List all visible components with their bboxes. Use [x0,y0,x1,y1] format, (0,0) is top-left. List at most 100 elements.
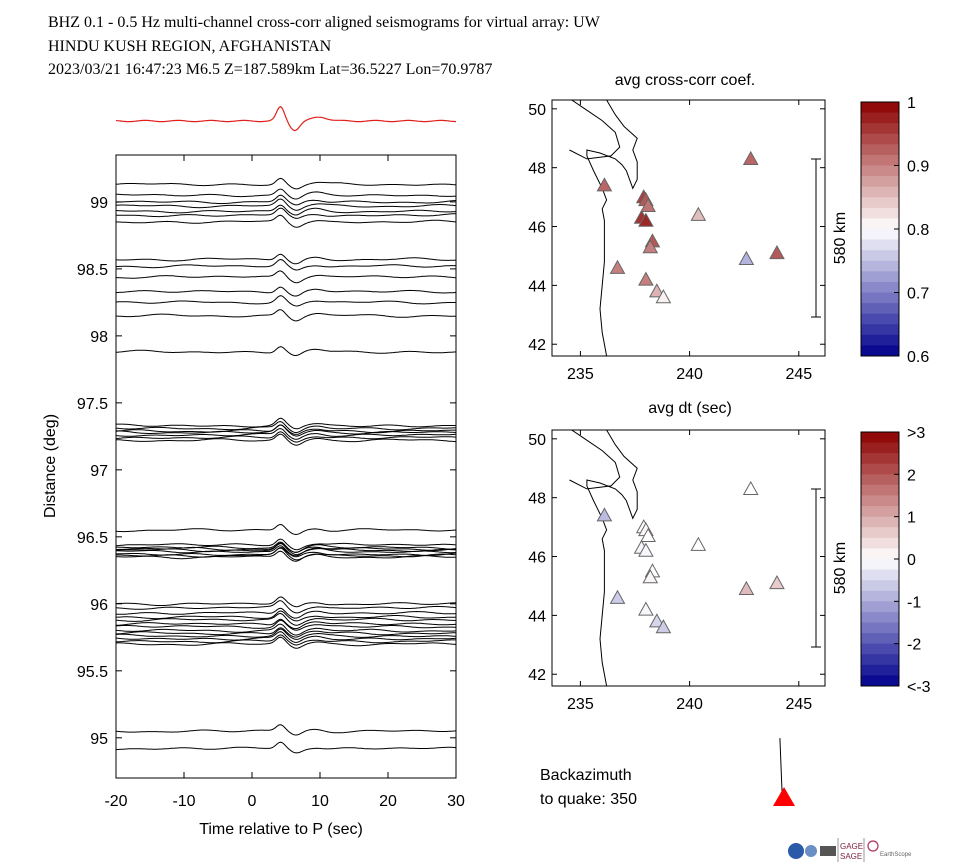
colorbar-tick-label: <-3 [907,679,931,696]
seismogram-trace [115,610,456,622]
colorbar-segment [861,537,899,549]
coastline [586,430,638,686]
record-section-frame [115,154,457,779]
colorbar-segment [861,601,899,613]
station-triangle [609,589,626,604]
map-y-tick-label: 50 [528,432,546,449]
seismogram-trace [115,433,457,446]
coastline [586,100,638,356]
colorbar-segment [861,197,899,209]
colorbar-segment [861,144,899,156]
colorbar-segment [861,281,899,293]
seismogram-trace [115,628,456,640]
y-tick-label: 95.5 [77,664,108,681]
seismogram-trace [115,631,457,643]
island-coastline [569,100,621,160]
station-triangle [640,197,656,213]
seismogram-trace [116,547,457,561]
colorbar-tick-label: 0.9 [907,159,929,176]
colorbar-tick-label: 1 [907,95,916,112]
seismogram-trace [115,188,457,200]
seismogram-trace [115,600,457,614]
colorbar-segment [861,303,899,315]
colorbar-segment [861,580,899,592]
record-section-x-ticks: -20 -10 0 10 20 30 [104,155,465,810]
island-coastline [569,430,621,490]
colorbar-segment [861,313,899,325]
colorbar-segment [861,432,899,444]
colorbar-segment [861,643,899,655]
colorbar-tick-label: -1 [907,594,921,611]
colorbar-segment [861,324,899,336]
seismogram-trace [115,421,457,434]
seismogram-trace [115,295,456,307]
colorbar-segment [861,495,899,507]
x-tick-label: 0 [248,793,257,810]
seismogram-trace [116,207,457,219]
y-tick-label: 99 [90,195,108,212]
record-section-y-label: Distance (deg) [42,414,59,518]
seismogram-trace [115,424,457,437]
map-y-tick-label: 48 [528,161,546,178]
station-triangle [596,507,613,522]
seismogram-trace [115,428,457,440]
colorbar-segment [861,102,899,114]
colorbar-tick-label: 1 [907,510,916,527]
seismogram-trace [115,741,457,754]
backazimuth-value: to quake: 350 [540,791,637,808]
map-frame [551,99,826,357]
seismogram-trace [115,627,456,638]
station-triangle [642,239,659,254]
station-triangle [742,150,759,165]
earthscope-logo-icon [867,840,879,852]
seismogram-trace [116,607,457,619]
earthscope-logo-text: EarthScope [880,852,912,858]
station-triangle [690,536,707,551]
backazimuth-label: Backazimuth [540,767,632,784]
map-y-tick-label: 46 [528,550,546,567]
map-x-tick-label: 235 [567,696,594,713]
colorbar-segment [861,218,899,230]
map-y-tick-label: 42 [528,667,546,684]
header-line-3: 2023/03/21 16:47:23 M6.5 Z=187.589km Lat… [48,61,492,78]
seismogram-trace [116,194,457,206]
map-x-tick-label: 235 [567,366,594,383]
seismogram-trace [115,550,457,562]
station-triangle [738,250,755,265]
delay-time-map-axes: 235 240 245 42 44 46 48 50 580 km [528,429,849,713]
seismogram-trace [116,545,457,557]
header-line-1: BHZ 0.1 - 0.5 Hz multi-channel cross-cor… [48,14,601,31]
map-x-tick-label: 245 [785,366,812,383]
station-triangle [640,527,656,543]
station-triangle [769,244,785,260]
colorbar-segment [861,527,899,539]
station-triangle [738,580,755,595]
header-line-2: HINDU KUSH REGION, AFGHANISTAN [48,38,332,55]
cross-corr-colorbar: 1 0.9 0.8 0.7 0.6 [860,95,929,366]
scale-bar-label: 580 km [832,542,849,594]
y-tick-label: 97.5 [77,396,108,413]
map-y-tick-label: 44 [528,278,546,295]
colorbar-segment [861,207,899,219]
gage-logo-text: GAGE [840,842,863,851]
backazimuth-pointer-line [779,738,783,792]
map-y-tick-label: 42 [528,337,546,354]
colorbar-segment [861,123,899,135]
colorbar-segment [861,506,899,518]
colorbar-tick-label: 0.6 [907,349,929,366]
station-triangle [638,601,654,616]
colorbar-tick-label: 0.8 [907,222,929,239]
colorbar-segment [861,186,899,198]
partner-logo-icon [805,845,817,857]
colorbar-segment [861,622,899,634]
station-triangle [642,569,659,584]
seismogram-trace [115,634,456,646]
seismogram-trace [115,612,457,626]
colorbar-segment [861,664,899,676]
map-x-tick-label: 240 [676,366,703,383]
seismogram-trace [115,309,456,322]
station-triangle [655,619,672,634]
seismogram-trace [116,596,457,608]
seismogram-trace [115,346,457,356]
